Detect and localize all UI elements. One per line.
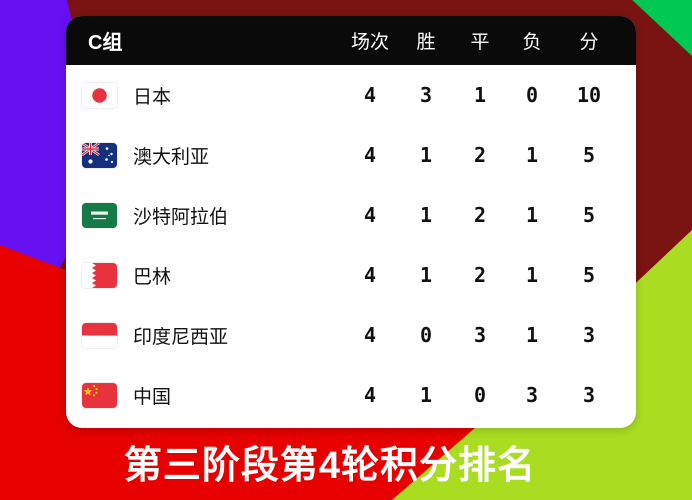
stat-played: 4 — [363, 323, 377, 347]
stat-played: 4 — [363, 263, 377, 287]
saudi-arabia-flag — [82, 202, 117, 228]
china-flag — [82, 382, 117, 408]
stat-draw: 0 — [473, 383, 487, 407]
stat-win: 0 — [419, 323, 433, 347]
stat-played: 4 — [363, 203, 377, 227]
column-header-draw: 平 — [470, 32, 490, 53]
indonesia-flag — [82, 322, 117, 348]
stat-loss: 1 — [525, 143, 539, 167]
team-name: 巴林 — [133, 266, 172, 288]
standings-header: C组 场次 胜 平 负 分 — [66, 16, 636, 65]
stat-win: 3 — [419, 83, 433, 107]
table-row[interactable]: 澳大利亚 4 1 2 1 5 — [66, 125, 636, 185]
stat-points: 5 — [582, 203, 596, 227]
stat-draw: 2 — [473, 143, 487, 167]
stat-win: 1 — [419, 383, 433, 407]
group-label: C组 — [88, 32, 123, 54]
column-header-played: 场次 — [350, 32, 389, 53]
team-name: 印度尼西亚 — [133, 326, 229, 348]
stat-win: 1 — [419, 263, 433, 287]
team-name: 沙特阿拉伯 — [133, 206, 229, 228]
stat-points: 10 — [576, 83, 602, 107]
column-header-points: 分 — [579, 32, 599, 53]
stat-played: 4 — [363, 143, 377, 167]
team-name: 中国 — [133, 386, 172, 408]
column-header-win: 胜 — [416, 32, 436, 53]
stat-points: 5 — [582, 263, 596, 287]
stat-win: 1 — [419, 143, 433, 167]
table-row[interactable]: 印度尼西亚 4 0 3 1 3 — [66, 305, 636, 365]
standings-card: C组 场次 胜 平 负 分 日本 4 3 1 0 10 — [66, 16, 636, 428]
stat-loss: 3 — [525, 383, 539, 407]
table-row[interactable]: 日本 4 3 1 0 10 — [66, 65, 636, 125]
team-name: 澳大利亚 — [133, 146, 210, 168]
stat-win: 1 — [419, 203, 433, 227]
stat-loss: 0 — [525, 83, 539, 107]
stat-loss: 1 — [525, 263, 539, 287]
table-row[interactable]: 中国 4 1 0 3 3 — [66, 365, 636, 425]
stat-draw: 2 — [473, 203, 487, 227]
stat-loss: 1 — [525, 323, 539, 347]
stat-draw: 3 — [473, 323, 487, 347]
stat-draw: 1 — [473, 83, 487, 107]
team-name: 日本 — [133, 86, 172, 108]
table-row[interactable]: 沙特阿拉伯 4 1 2 1 5 — [66, 185, 636, 245]
table-row[interactable]: 巴林 4 1 2 1 5 — [66, 245, 636, 305]
bahrain-flag — [82, 262, 117, 288]
stat-played: 4 — [363, 383, 377, 407]
standings-rows: 日本 4 3 1 0 10 — [66, 65, 636, 425]
column-header-loss: 负 — [522, 32, 542, 53]
stat-played: 4 — [363, 83, 377, 107]
stat-points: 3 — [582, 383, 596, 407]
australia-flag — [82, 142, 117, 168]
japan-flag — [82, 82, 117, 108]
stat-points: 3 — [582, 323, 596, 347]
stat-draw: 2 — [473, 263, 487, 287]
stat-points: 5 — [582, 143, 596, 167]
stat-loss: 1 — [525, 203, 539, 227]
